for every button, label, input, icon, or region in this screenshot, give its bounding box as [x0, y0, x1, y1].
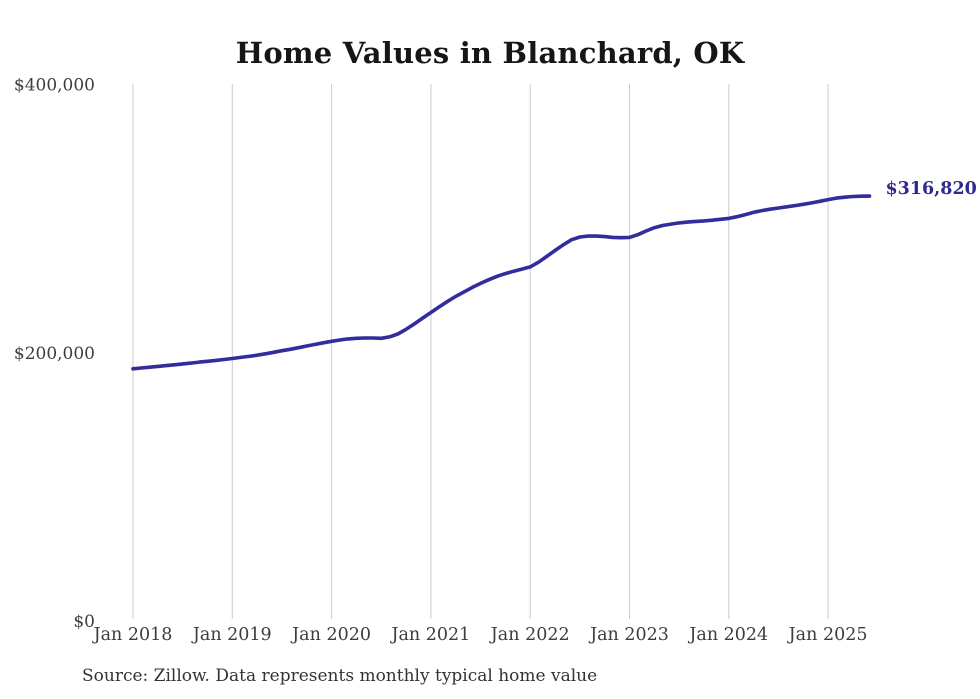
home-value-line [131, 194, 872, 371]
y-tick-label: $0 [73, 612, 95, 632]
source-note: Source: Zillow. Data represents monthly … [82, 666, 598, 686]
x-tick-label: Jan 2020 [290, 625, 371, 645]
latest-value-label: $316,820 [885, 179, 976, 199]
y-axis-labels: $0 $200,000 $400,000 [14, 76, 95, 633]
x-axis-labels: Jan 2018 Jan 2019 Jan 2020 Jan 2021 Jan 2022… [92, 625, 868, 645]
x-tick-label: Jan 2018 [92, 625, 173, 645]
x-tick-label: Jan 2025 [787, 625, 868, 645]
y-tick-label: $400,000 [14, 76, 95, 96]
x-tick-label: Jan 2019 [191, 625, 272, 645]
x-tick-label: Jan 2021 [389, 625, 470, 645]
gridlines [132, 84, 829, 619]
x-tick-label: Jan 2022 [489, 625, 570, 645]
chart-title: Home Values in Blanchard, OK [235, 36, 745, 70]
y-tick-label: $200,000 [14, 344, 95, 364]
x-tick-label: Jan 2024 [687, 625, 768, 645]
x-tick-label: Jan 2023 [588, 625, 669, 645]
